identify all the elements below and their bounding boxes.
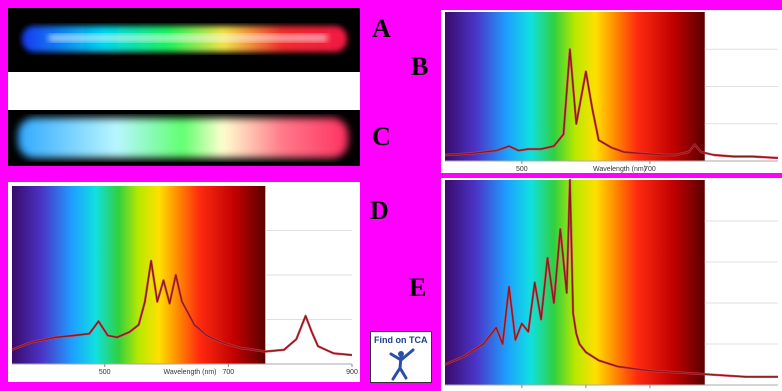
spectrum-band [12,186,266,364]
label-e: E [409,273,427,302]
chart-d-panel: 500 700 900 Wavelength (nm) [8,182,360,382]
trace-e [444,179,778,378]
x-axis-label: Wavelength (nm) [163,369,216,376]
chart-d: 500 700 900 Wavelength (nm) [11,186,358,376]
trace-b [444,48,779,159]
photo-a-image [8,8,360,72]
label-d: D [370,196,389,225]
spectrum-band [445,12,705,161]
gap-white [8,72,360,110]
x-tick-label: 500 [99,369,111,376]
runner-icon [389,348,415,381]
label-c: C [372,122,391,151]
x-tick-label: 700 [223,369,235,376]
x-axis-label: Wavelength (nm) [593,166,646,173]
badge-text: Find on TCA [374,335,428,345]
photo-c [8,110,360,166]
photo-a [8,8,360,72]
label-b: B [411,52,429,81]
find-on-tca-badge[interactable]: Find on TCA [370,331,432,383]
trace-d [11,260,353,356]
x-tick-label: 500 [516,166,528,173]
chart-e [444,178,778,388]
label-a: A [372,14,391,43]
chart-b-panel: 500 700 Wavelength (nm) [441,10,782,173]
x-tick-label: 900 [346,369,358,376]
photo-c-image [8,110,360,166]
chart-e-panel [441,178,782,391]
spectrum-band [445,180,705,385]
x-tick-label: 700 [644,166,656,173]
